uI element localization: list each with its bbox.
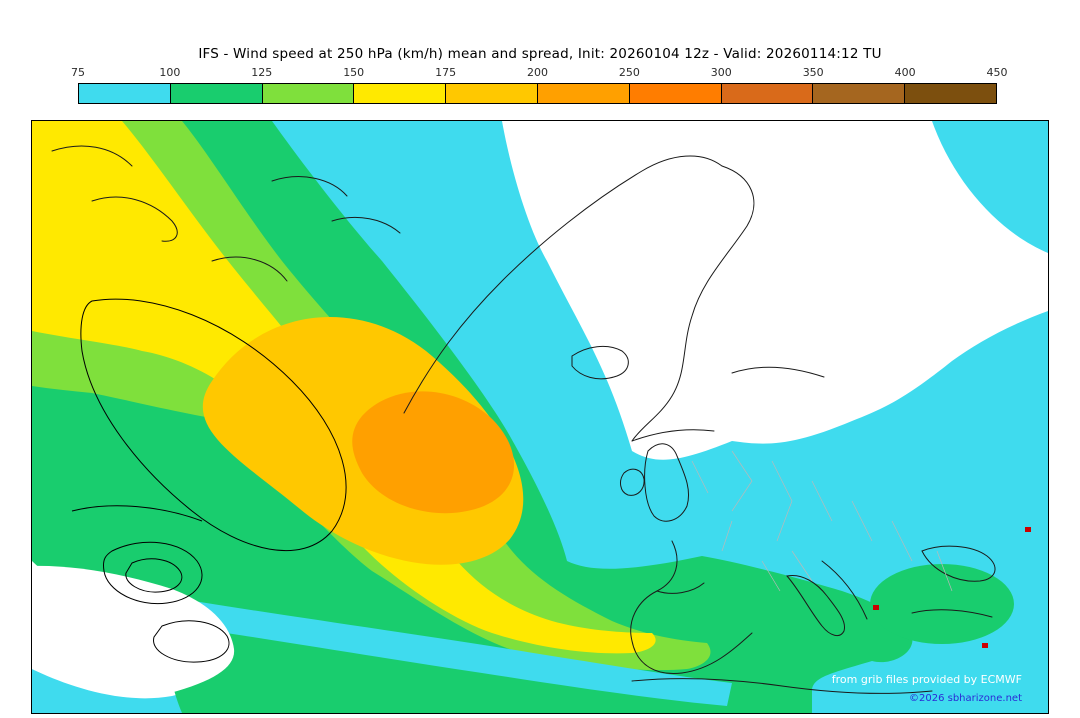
colorbar-segments [78, 83, 997, 104]
red-marker [1025, 527, 1031, 532]
country-borders [691, 450, 953, 592]
colorbar-tick-100: 100 [159, 66, 181, 79]
colorbar-tick-250: 250 [618, 66, 640, 79]
red-marker [873, 605, 879, 610]
colorbar-segment-0 [79, 84, 170, 103]
colorbar-segment-4 [445, 84, 537, 103]
colorbar-tick-125: 125 [251, 66, 273, 79]
spread-isolines [71, 298, 347, 663]
colorbar-tick-75: 75 [71, 66, 85, 79]
colorbar-tick-450: 450 [986, 66, 1008, 79]
colorbar-tick-400: 400 [894, 66, 916, 79]
coastlines [51, 145, 996, 694]
colorbar-segment-1 [169, 84, 262, 103]
credit-copyright: ©2026 sbharizone.net [909, 693, 1022, 704]
colorbar-segment-5 [536, 84, 629, 103]
colorbar-segment-9 [904, 84, 996, 103]
colorbar-tick-175: 175 [435, 66, 457, 79]
wind-fill-cyan-corner [932, 121, 1048, 253]
wind-fill-yellow-band [32, 121, 656, 654]
wind-fill-orange-core [352, 391, 515, 514]
colorbar-segment-2 [261, 84, 354, 103]
red-marker [982, 643, 988, 648]
credit-ecmwf: from grib files provided by ECMWF [832, 673, 1022, 686]
colorbar-segment-7 [720, 84, 813, 103]
red-markers [873, 527, 1031, 648]
page-title: IFS - Wind speed at 250 hPa (km/h) mean … [198, 46, 882, 62]
wind-fill-green-se-patch [870, 564, 1014, 644]
colorbar-tick-150: 150 [343, 66, 365, 79]
colorbar-segment-8 [812, 84, 905, 103]
low-wind-white-region [502, 121, 1048, 460]
wind-map-svg: from grib files provided by ECMWF ©2026 … [32, 121, 1048, 713]
colorbar-segment-6 [628, 84, 721, 103]
wind-fill-cyan-strip [127, 591, 732, 706]
colorbar-tick-350: 350 [802, 66, 824, 79]
colorbar-segment-3 [353, 84, 446, 103]
colorbar-tick-300: 300 [710, 66, 732, 79]
colorbar-tick-200: 200 [527, 66, 548, 79]
colorbar-labels: 75 100 125 150 175 200 250 300 350 400 450 [71, 66, 1008, 79]
map-panel: from grib files provided by ECMWF ©2026 … [31, 120, 1049, 714]
